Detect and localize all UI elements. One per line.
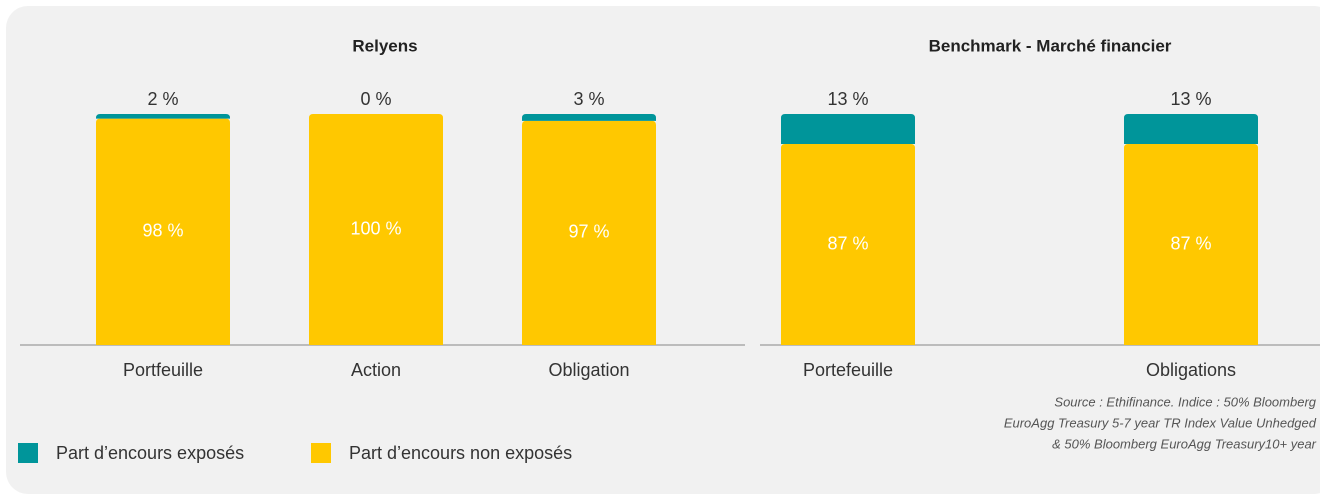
- value-label: 13 %: [827, 89, 868, 109]
- bar-segment: [1124, 144, 1258, 345]
- chart-title: Benchmark - Marché financier: [929, 36, 1172, 55]
- legend-label: Part d’encours exposés: [56, 443, 244, 463]
- x-tick-label: Obligations: [1146, 360, 1236, 380]
- legend-swatch: [18, 443, 38, 463]
- value-label: 98 %: [142, 221, 183, 241]
- x-tick-label: Portefeuille: [803, 360, 893, 380]
- x-tick-label: Portfeuille: [123, 360, 203, 380]
- bar-segment: [96, 118, 230, 346]
- value-label: 2 %: [147, 89, 178, 109]
- bar-segment: [781, 144, 915, 345]
- source-note: EuroAgg Treasury 5-7 year TR Index Value…: [1004, 415, 1317, 430]
- source-note: & 50% Bloomberg EuroAgg Treasury10+ year: [1052, 436, 1317, 451]
- bar-segment: [781, 114, 915, 145]
- value-label: 3 %: [573, 89, 604, 109]
- source-note: Source : Ethifinance. Indice : 50% Bloom…: [1054, 394, 1316, 409]
- bar-segment: [309, 114, 443, 345]
- bar-segment: [522, 114, 656, 121]
- value-label: 87 %: [827, 233, 868, 253]
- legend-swatch: [311, 443, 331, 463]
- value-label: 100 %: [350, 218, 401, 238]
- bar-segment: [1124, 114, 1258, 145]
- bar-segment: [96, 114, 230, 119]
- legend-label: Part d’encours non exposés: [349, 443, 572, 463]
- value-label: 0 %: [360, 89, 391, 109]
- value-label: 87 %: [1170, 233, 1211, 253]
- x-tick-label: Action: [351, 360, 401, 380]
- value-label: 97 %: [568, 222, 609, 242]
- value-label: 13 %: [1170, 89, 1211, 109]
- bar-segment: [522, 120, 656, 346]
- chart-title: Relyens: [352, 36, 417, 55]
- x-tick-label: Obligation: [548, 360, 629, 380]
